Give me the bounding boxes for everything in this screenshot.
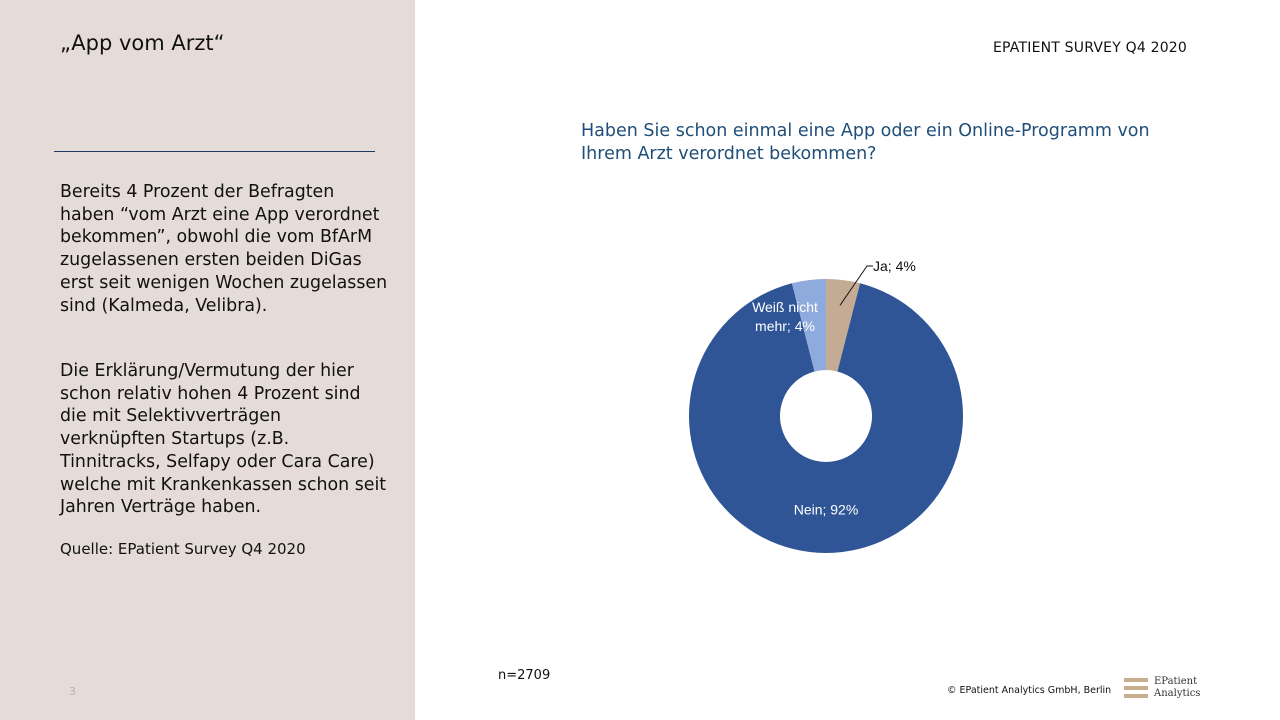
leader-line [839,265,873,306]
page-number: 3 [69,685,76,698]
logo-bar [1124,686,1148,690]
logo-bar [1124,678,1148,682]
logo-bar [1124,694,1148,698]
donut-slice-2 [791,279,826,372]
title-divider [54,151,375,152]
data-label-2-line-1: mehr; 4% [755,318,815,334]
data-label-2-line-0: Weiß nicht [752,299,818,315]
chart-title: Haben Sie schon einmal eine App oder ein… [581,121,1150,164]
data-label-1: Nein; 92% [794,502,859,518]
logo-line-1: EPatient [1154,676,1198,687]
sample-size-label: n=2709 [498,668,551,683]
epatient-analytics-logo: EPatient Analytics [1124,676,1214,706]
copyright-text: © EPatient Analytics GmbH, Berlin [947,685,1112,696]
data-label-0: Ja; 4% [873,258,916,274]
explanation-paragraph-1: Bereits 4 Prozent der Befragten haben “v… [60,182,388,316]
left-panel [0,0,415,720]
donut-slice-1 [688,283,963,553]
slide-title: „App vom Arzt“ [60,31,225,55]
logo-line-2: Analytics [1154,688,1201,699]
explanation-paragraph-2: Die Erklärung/Vermutung der hier schon r… [60,361,387,518]
source-note: Quelle: EPatient Survey Q4 2020 [60,540,306,558]
survey-label: EPATIENT SURVEY Q4 2020 [993,40,1188,56]
donut-slice-0 [826,279,861,372]
logo-text: EPatient Analytics [1154,676,1200,700]
